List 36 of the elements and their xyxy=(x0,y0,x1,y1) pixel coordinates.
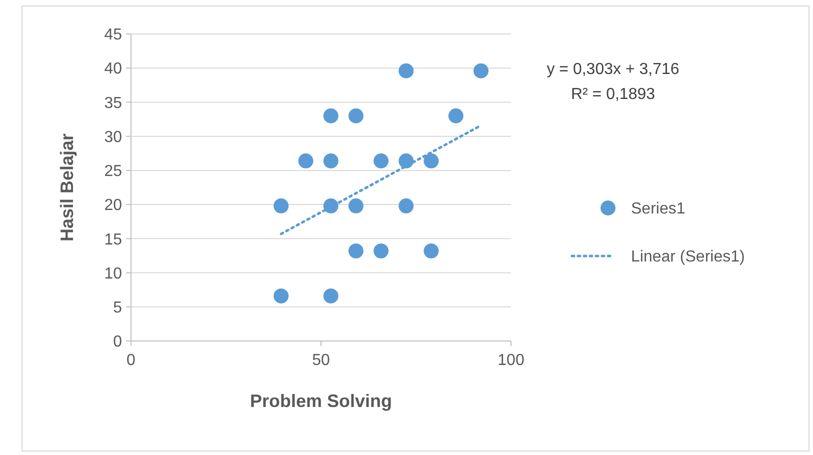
point xyxy=(348,108,364,124)
point xyxy=(374,153,389,168)
y-tick-label: 35 xyxy=(104,94,122,112)
y-tick-label: 20 xyxy=(104,197,122,214)
y-tick-label: 10 xyxy=(104,265,122,282)
point xyxy=(323,153,338,168)
y-tick-label: 40 xyxy=(104,60,122,78)
point xyxy=(448,108,464,124)
point xyxy=(323,288,338,304)
point xyxy=(298,153,314,168)
y-axis-title: Hasil Belajar xyxy=(57,133,77,242)
legend-label: Series1 xyxy=(631,200,686,218)
x-tick-label: 50 xyxy=(312,352,330,369)
point xyxy=(348,198,364,214)
point xyxy=(374,243,389,258)
y-tick-label: 15 xyxy=(104,231,122,248)
point xyxy=(473,63,488,78)
text: y = 0,303x + 3,716 xyxy=(546,61,680,78)
point xyxy=(424,243,439,258)
legend-label: Linear (Series1) xyxy=(631,248,745,266)
x-tick-label: 100 xyxy=(498,352,524,369)
point xyxy=(274,198,289,214)
y-tick-label: 5 xyxy=(113,299,122,316)
point xyxy=(274,288,289,304)
point xyxy=(398,198,414,214)
y-tick-label: 45 xyxy=(104,26,122,44)
y-tick-label: 0 xyxy=(113,334,122,351)
point xyxy=(424,153,439,168)
point xyxy=(398,63,414,78)
point xyxy=(348,243,364,258)
x-tick-label: 0 xyxy=(126,352,136,369)
point xyxy=(323,108,338,124)
y-tick-label: 30 xyxy=(104,128,122,146)
text: R² = 0,1893 xyxy=(570,86,656,103)
y-tick-label: 25 xyxy=(104,163,122,180)
x-axis-title: Problem Solving xyxy=(250,391,392,411)
